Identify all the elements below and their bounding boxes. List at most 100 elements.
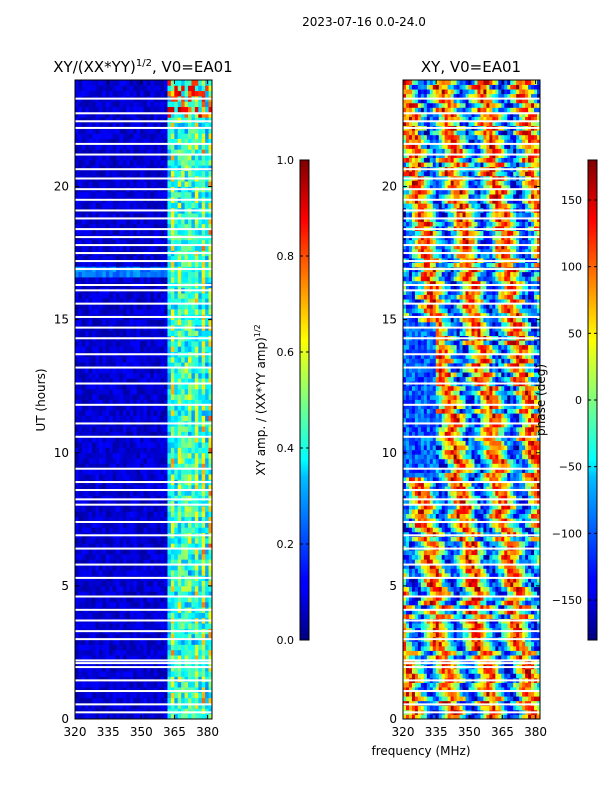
heatmap-cell (78, 138, 83, 145)
heatmap-cell (88, 585, 93, 592)
heatmap-cell (208, 521, 212, 528)
heatmap-cell (164, 623, 168, 629)
heatmap-cell (205, 362, 209, 368)
heatmap-cell (191, 580, 196, 587)
heatmap-cell (201, 527, 206, 534)
heatmap-cell (160, 713, 165, 719)
heatmap-cell (177, 154, 182, 161)
heatmap-cell (160, 239, 165, 246)
heatmap-cell (129, 340, 134, 347)
heatmap-cell (184, 346, 189, 352)
heatmap-cell (160, 133, 165, 139)
heatmap-cell (122, 580, 127, 587)
heatmap-cell (188, 143, 192, 150)
heatmap-cell (88, 458, 93, 464)
heatmap-cell (95, 431, 100, 438)
heatmap-cell (88, 122, 93, 129)
heatmap-cell (174, 399, 179, 406)
heatmap-cell (153, 245, 158, 251)
heatmap-cell (194, 213, 199, 219)
heatmap-cell (85, 591, 90, 597)
heatmap-cell (75, 261, 79, 267)
heatmap-cell (150, 537, 155, 544)
heatmap-cell (95, 202, 100, 209)
heatmap-cell (129, 383, 134, 390)
heatmap-cell (88, 330, 93, 336)
heatmap-cell (181, 639, 185, 645)
heatmap-cell (191, 585, 196, 592)
heatmap-cell (109, 681, 114, 688)
heatmap-cell (177, 676, 182, 683)
no-data-gap (75, 481, 212, 484)
heatmap-cell (140, 452, 144, 459)
heatmap-cell (167, 559, 172, 565)
heatmap-cell (208, 229, 212, 235)
heatmap-cell (201, 564, 206, 571)
heatmap-cell (177, 308, 182, 315)
heatmap-cell (184, 511, 189, 518)
heatmap-cell (167, 399, 172, 406)
heatmap-cell (133, 655, 138, 661)
heatmap-cell (181, 692, 185, 699)
heatmap-cell (122, 80, 127, 86)
heatmap-cell (136, 633, 141, 640)
heatmap-cell (184, 213, 189, 219)
heatmap-cell (198, 378, 203, 384)
heatmap-cell (177, 117, 182, 123)
heatmap-cell (133, 500, 138, 507)
heatmap-cell (170, 537, 175, 544)
heatmap-cell (170, 692, 175, 699)
heatmap-cell (140, 293, 144, 299)
heatmap-cell (160, 80, 165, 86)
heatmap-cell (181, 612, 185, 619)
heatmap-cell (109, 223, 114, 230)
heatmap-cell (143, 367, 148, 374)
heatmap-cell (174, 585, 179, 592)
heatmap-cell (184, 537, 189, 544)
heatmap-cell (95, 330, 100, 336)
heatmap-cell (177, 612, 182, 619)
heatmap-cell (150, 474, 155, 480)
heatmap-cell (164, 229, 168, 235)
heatmap-cell (126, 697, 131, 704)
heatmap-cell (181, 277, 185, 283)
heatmap-cell (105, 213, 110, 219)
heatmap-cell (208, 495, 212, 502)
heatmap-cell (174, 426, 179, 432)
heatmap-cell (143, 474, 148, 480)
heatmap-cell (205, 436, 209, 443)
heatmap-cell (102, 537, 107, 544)
heatmap-cell (160, 612, 165, 619)
heatmap-cell (146, 138, 151, 145)
heatmap-cell (78, 367, 83, 374)
heatmap-cell (208, 133, 212, 139)
heatmap-cell (188, 399, 192, 406)
heatmap-cell (136, 649, 141, 656)
heatmap-cell (143, 122, 148, 129)
heatmap-cell (133, 687, 138, 693)
heatmap-cell (208, 671, 212, 677)
heatmap-cell (150, 154, 155, 161)
heatmap-cell (184, 143, 189, 150)
heatmap-cell (81, 271, 86, 278)
heatmap-cell (208, 388, 212, 395)
heatmap-cell (164, 138, 168, 145)
panel1-title: XY/(XX*YY)1/2, V0=EA01 (53, 58, 232, 76)
heatmap-cell (191, 537, 196, 544)
heatmap-cell (140, 458, 144, 464)
heatmap-cell (184, 218, 189, 225)
heatmap-cell (140, 468, 144, 475)
heatmap-cell (133, 367, 138, 374)
heatmap-cell (126, 261, 131, 267)
heatmap-cell (129, 90, 134, 97)
heatmap-cell (146, 612, 151, 619)
heatmap-cell (81, 623, 86, 629)
heatmap-cell (170, 165, 175, 171)
heatmap-cell (78, 681, 83, 688)
heatmap-cell (170, 261, 175, 267)
heatmap-cell (153, 271, 158, 278)
heatmap-cell (198, 85, 203, 92)
heatmap-cell (109, 527, 114, 534)
heatmap-cell (143, 543, 148, 549)
heatmap-cell (205, 692, 209, 699)
